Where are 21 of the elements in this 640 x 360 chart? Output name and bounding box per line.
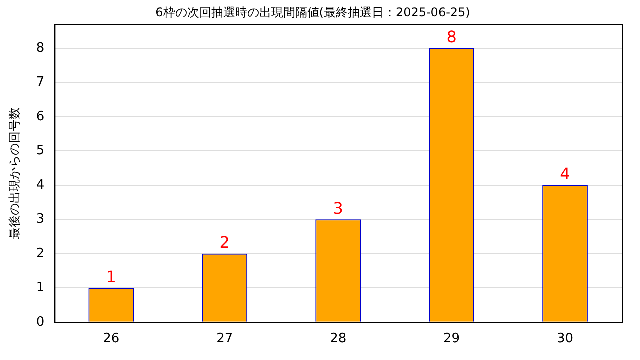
data-label: 8 — [446, 28, 457, 47]
y-tick-label: 3 — [36, 212, 45, 228]
x-tick-label: 28 — [330, 332, 347, 347]
data-label: 4 — [560, 164, 570, 184]
y-tick-label: 0 — [36, 314, 45, 330]
y-tick-label: 2 — [36, 246, 45, 262]
y-axis-title: 最後の出現からの回号数 — [7, 107, 22, 240]
y-tick-label: 7 — [36, 75, 45, 90]
x-tick-label: 30 — [556, 332, 574, 347]
y-tick-label: 8 — [36, 40, 45, 56]
x-tick-label: 29 — [444, 332, 460, 347]
x-tick-label: 27 — [216, 332, 234, 347]
data-label: 2 — [220, 233, 230, 252]
y-tick-label: 6 — [36, 109, 45, 124]
data-label: 1 — [106, 267, 116, 286]
chart-title: 6枠の次回抽選時の出現間隔値(最終抽選日：2025-06-25) — [156, 5, 470, 20]
y-tick-label: 1 — [36, 280, 45, 296]
y-tick-label: 5 — [36, 144, 45, 159]
data-label: 3 — [333, 198, 344, 218]
y-tick-label: 4 — [36, 178, 45, 193]
x-tick-label: 26 — [103, 332, 120, 347]
